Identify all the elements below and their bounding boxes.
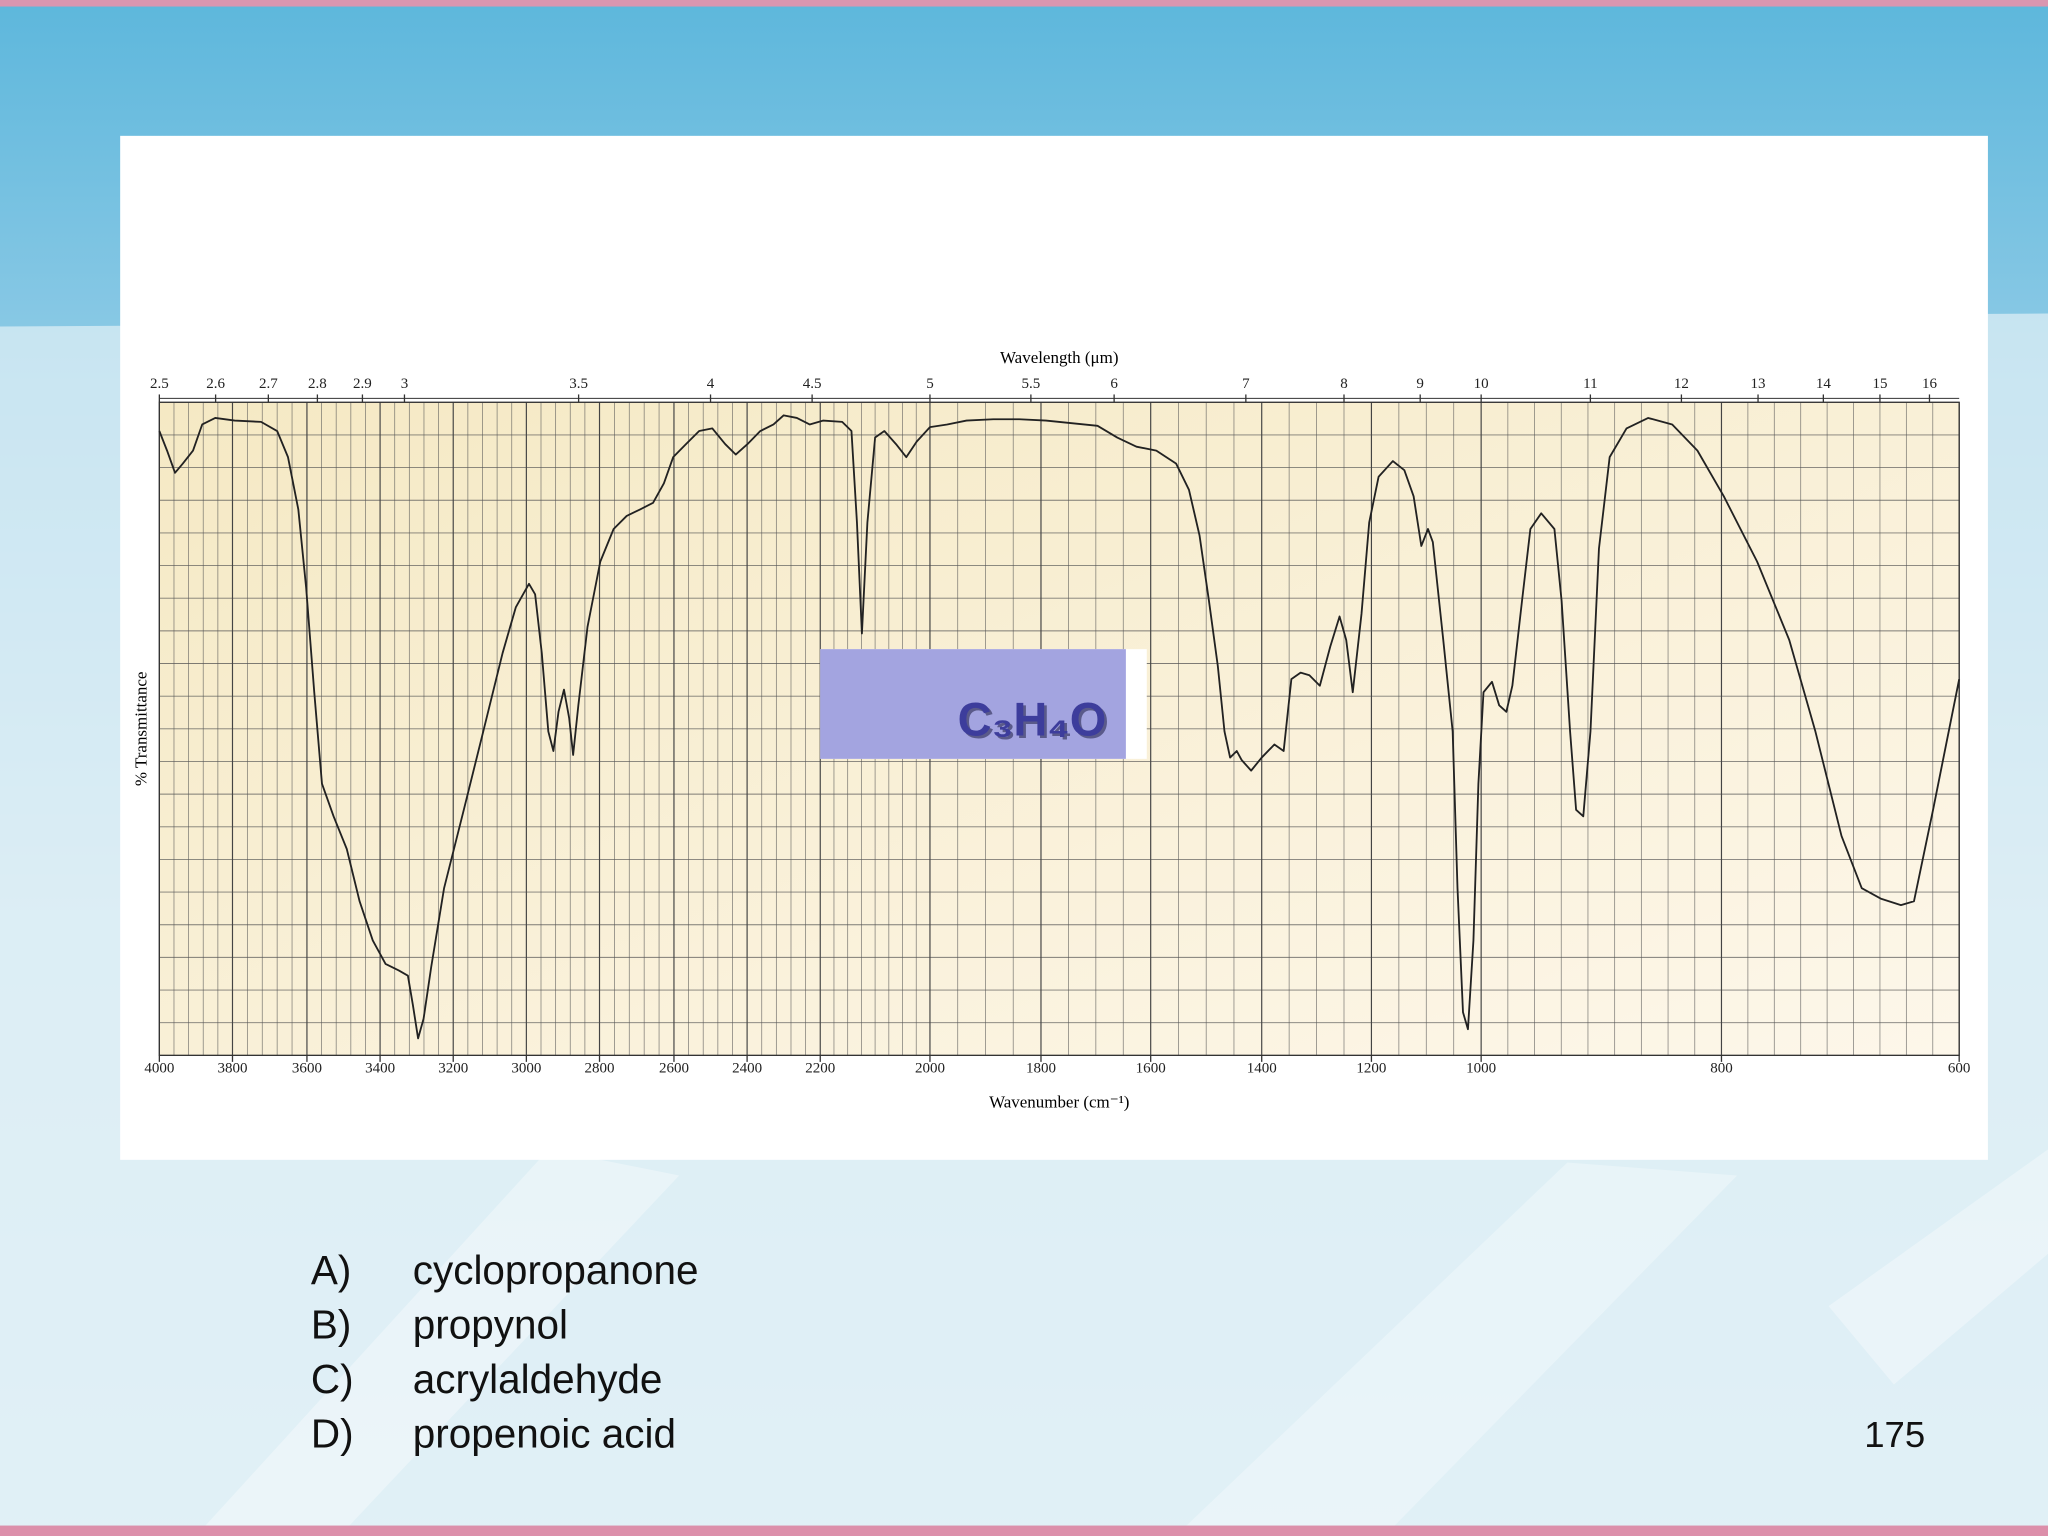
x-tick-label: 4000 [144, 1060, 174, 1076]
x2-tick-label: 3 [401, 376, 409, 392]
x-tick-label: 3000 [511, 1060, 541, 1076]
option-letter: B) [311, 1301, 351, 1347]
page-number: 175 [1864, 1414, 1925, 1455]
x-tick-label: 2600 [659, 1060, 689, 1076]
annotation-shadow: C₃H₄O [960, 695, 1109, 748]
option-text: propenoic acid [413, 1410, 676, 1456]
option-letter: A) [311, 1247, 351, 1293]
x2-tick-label: 2.5 [150, 376, 169, 392]
option-letter: D) [311, 1410, 354, 1456]
texts: Wavelength (μm) Wavenumber (cm⁻¹) % Tran… [131, 348, 1925, 1456]
x2-tick-label: 5 [926, 376, 934, 392]
x-tick-label: 3600 [292, 1060, 322, 1076]
option-text: propynol [413, 1301, 568, 1347]
spectrum-line [158, 414, 1961, 1040]
x-tick-label: 600 [1948, 1060, 1971, 1076]
background-streak [1828, 1149, 2048, 1385]
x-tick-label: 2000 [915, 1060, 945, 1076]
x2-tick-label: 11 [1583, 376, 1597, 392]
x2-tick-label: 2.8 [308, 376, 327, 392]
x2-tick-label: 5.5 [1021, 376, 1040, 392]
bottom-stripe [0, 1525, 2048, 1536]
x2-tick-label: 9 [1416, 376, 1424, 392]
x2-tick-label: 6 [1110, 376, 1118, 392]
x-tick-label: 1400 [1247, 1060, 1277, 1076]
option-letter: C) [311, 1356, 354, 1402]
x-tick-label: 3400 [365, 1060, 395, 1076]
x2-tick-label: 7 [1242, 376, 1250, 392]
x-tick-label: 3800 [217, 1060, 247, 1076]
x-tick-label: 1600 [1136, 1060, 1166, 1076]
x2-tick-label: 13 [1751, 376, 1766, 392]
x-tick-label: 800 [1710, 1060, 1733, 1076]
x2-tick-label: 2.6 [206, 376, 225, 392]
x-tick-label: 3200 [438, 1060, 468, 1076]
y-axis-label: % Transmittance [131, 672, 150, 787]
x-tick-label: 2800 [584, 1060, 614, 1076]
x-tick-label: 2200 [805, 1060, 835, 1076]
annotation: C₃H₄O [958, 692, 1107, 745]
background-streak [1175, 1162, 1738, 1536]
x2-tick-label: 14 [1816, 376, 1832, 392]
x2-tick-label: 4 [707, 376, 715, 392]
annotation-box [820, 649, 1126, 759]
x2-tick-label: 4.5 [803, 376, 822, 392]
option-text: acrylaldehyde [413, 1356, 663, 1402]
top-stripe [0, 0, 2048, 7]
x2-tick-label: 8 [1340, 376, 1348, 392]
x-tick-label: 2400 [732, 1060, 762, 1076]
x2-tick-label: 2.7 [259, 376, 278, 392]
x2-tick-label: 16 [1922, 376, 1938, 392]
option-text: cyclopropanone [413, 1247, 699, 1293]
x2-tick-label: 15 [1872, 376, 1887, 392]
x-axis-label: Wavenumber (cm⁻¹) [989, 1093, 1129, 1112]
x-tick-label: 1000 [1466, 1060, 1496, 1076]
x-tick-label: 1800 [1026, 1060, 1056, 1076]
x2-tick-label: 12 [1674, 376, 1689, 392]
x2-tick-label: 2.9 [353, 376, 372, 392]
x-tick-label: 1200 [1356, 1060, 1386, 1076]
x2-tick-label: 3.5 [569, 376, 588, 392]
x2-tick-label: 10 [1474, 376, 1489, 392]
plot-frame [158, 401, 1960, 1056]
background-streak [195, 1149, 680, 1536]
x2-axis-label: Wavelength (μm) [1000, 348, 1118, 367]
